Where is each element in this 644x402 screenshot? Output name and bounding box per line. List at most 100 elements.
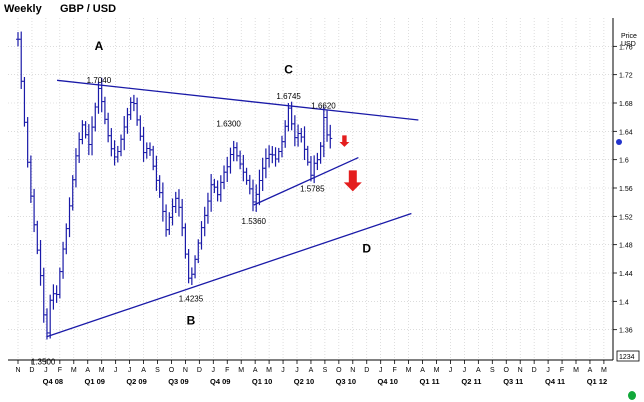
quarter-label: Q2 11: [461, 377, 481, 386]
down-arrow-icon: [339, 135, 350, 147]
month-label: D: [29, 367, 34, 374]
y-tick-label: 1.64: [619, 129, 633, 136]
trendline: [46, 212, 412, 338]
month-label: N: [518, 367, 523, 374]
navigation-dot-icon[interactable]: [628, 391, 636, 400]
price-annotation: 1.5360: [242, 217, 267, 226]
month-label: J: [212, 367, 216, 374]
price-annotation: 1.5785: [300, 185, 325, 194]
down-arrow-icon: [343, 170, 362, 192]
y-tick-label: 1.48: [619, 243, 633, 250]
wave-label: C: [284, 62, 293, 76]
month-label: A: [420, 367, 425, 374]
quarter-label: Q3 09: [168, 377, 188, 386]
wave-label: B: [187, 314, 196, 328]
quarter-label: Q3 10: [336, 377, 356, 386]
month-label: J: [449, 367, 453, 374]
wave-label: D: [362, 241, 371, 255]
y-tick-label: 1.6: [619, 158, 629, 165]
month-label: J: [463, 367, 467, 374]
quarter-label: Q2 10: [294, 377, 314, 386]
price-axis-label-1: Price: [621, 33, 637, 40]
month-label: M: [238, 367, 244, 374]
month-label: J: [114, 367, 118, 374]
month-label: D: [364, 367, 369, 374]
current-price-marker-icon: [616, 138, 622, 145]
quarter-label: Q4 09: [210, 377, 230, 386]
quarter-label: Q2 09: [126, 377, 146, 386]
month-label: O: [336, 367, 342, 374]
quarter-label: Q4 08: [43, 377, 63, 386]
quarter-label: Q1 12: [587, 377, 607, 386]
quarter-label: Q1 11: [420, 377, 440, 386]
month-label: A: [588, 367, 593, 374]
symbol-label: GBP / USD: [60, 3, 117, 15]
y-axis: Price USD 1.36 1.4 1.44 1.48 1.52 1.56 1.6 1.64…: [612, 18, 637, 360]
month-label: S: [490, 367, 495, 374]
price-annotation: 1.6620: [311, 102, 336, 111]
quarter-label: Q1 09: [85, 377, 105, 386]
month-label: D: [197, 367, 202, 374]
month-label: M: [406, 367, 412, 374]
month-label: D: [532, 367, 537, 374]
price-annotation: 1.6300: [216, 119, 241, 128]
month-label: A: [253, 367, 258, 374]
month-label: M: [71, 367, 77, 374]
annotations: A 1.7040 C 1.6745 1.6620 1.6300 1.5360 1.5785 D 1…: [31, 39, 372, 367]
month-label: J: [128, 367, 132, 374]
month-label: A: [476, 367, 481, 374]
price-bars: [16, 31, 333, 340]
price-annotation: 1.3500: [31, 357, 56, 366]
month-label: O: [504, 367, 510, 374]
month-label: F: [58, 367, 62, 374]
month-label: F: [225, 367, 229, 374]
price-annotation: 1.4235: [179, 294, 204, 303]
price-annotation: 1.6745: [276, 92, 301, 101]
month-label: S: [323, 367, 328, 374]
last-value-text: 1234: [619, 354, 635, 361]
y-tick-label: 1.72: [619, 73, 633, 80]
trendline: [253, 156, 359, 206]
month-label: A: [309, 367, 314, 374]
last-value-box[interactable]: 1234: [616, 350, 640, 362]
y-tick-label: 1.68: [619, 101, 633, 108]
quarter-label: Q3 11: [503, 377, 523, 386]
month-label: M: [573, 367, 579, 374]
y-tick-label: 1.44: [619, 271, 633, 278]
month-label: N: [350, 367, 355, 374]
month-label: N: [15, 367, 20, 374]
grid: [8, 18, 613, 360]
y-tick-label: 1.52: [619, 214, 633, 221]
y-tick-label: 1.4: [619, 299, 629, 306]
month-label: O: [169, 367, 175, 374]
price-axis-label-2: USD: [621, 41, 636, 48]
timeframe-label: Weekly: [4, 3, 42, 15]
trendlines: [46, 79, 419, 338]
trendline: [56, 79, 419, 121]
month-label: M: [601, 367, 607, 374]
month-label: J: [44, 367, 48, 374]
quarter-label: Q1 10: [252, 377, 272, 386]
month-label: M: [99, 367, 105, 374]
price-annotation: 1.7040: [87, 76, 112, 85]
month-label: S: [155, 367, 160, 374]
y-tick-label: 1.56: [619, 186, 633, 193]
quarter-label: Q4 10: [377, 377, 397, 386]
month-label: F: [393, 367, 397, 374]
month-label: N: [183, 367, 188, 374]
y-tick-label: 1.36: [619, 328, 633, 335]
quarter-label: Q4 11: [545, 377, 565, 386]
month-label: F: [560, 367, 564, 374]
month-label: A: [141, 367, 146, 374]
wave-label: A: [95, 39, 104, 53]
y-tick-label: 1.76: [619, 44, 633, 51]
month-label: A: [85, 367, 90, 374]
month-label: J: [295, 367, 299, 374]
month-label: M: [434, 367, 440, 374]
month-label: M: [266, 367, 272, 374]
month-label: J: [281, 367, 285, 374]
month-label: J: [546, 367, 550, 374]
month-label: J: [379, 367, 383, 374]
